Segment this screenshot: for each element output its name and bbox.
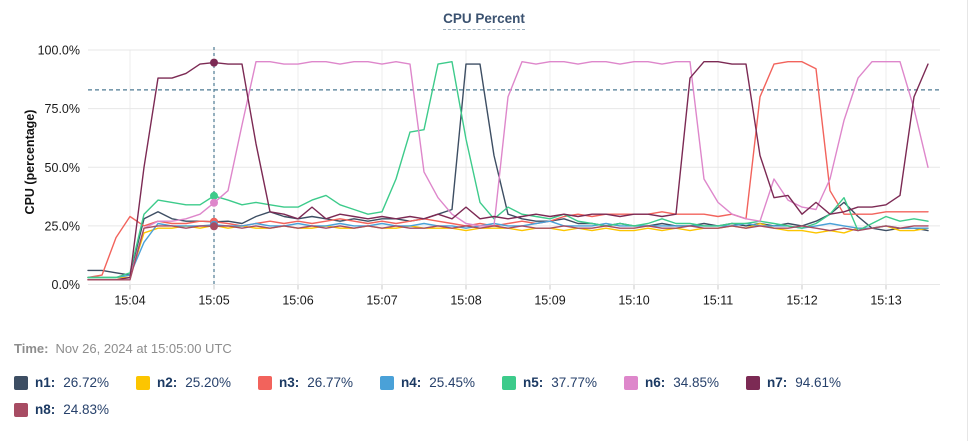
legend-item-n2[interactable]: n2: 25.20% — [136, 369, 258, 396]
series-line-n3 — [87, 61, 929, 279]
x-tick-label: 15:08 — [450, 294, 481, 308]
series-line-n7 — [87, 61, 929, 281]
panel-title[interactable]: CPU Percent — [443, 11, 525, 30]
x-tick-label: 15:07 — [366, 294, 397, 308]
x-tick-label: 15:06 — [282, 294, 313, 308]
crosshair-dot-n5 — [210, 191, 218, 200]
series-line-n8 — [87, 225, 929, 281]
legend-label: n1: — [35, 375, 56, 390]
series-line-n1 — [87, 63, 929, 276]
x-tick-label: 15:12 — [786, 294, 817, 308]
x-tick-label: 15:10 — [618, 294, 649, 308]
legend-label: n5: — [523, 375, 544, 390]
x-tick-label: 15:04 — [114, 294, 145, 308]
x-tick-label: 15:05 — [198, 294, 229, 308]
y-axis-title: CPU (percentage) — [23, 109, 37, 215]
legend-item-n1[interactable]: n1: 26.72% — [14, 369, 136, 396]
time-label: Time: — [14, 341, 49, 356]
legend-swatch-n7 — [746, 375, 760, 390]
legend-item-n6[interactable]: n6: 34.85% — [624, 369, 746, 396]
legend-item-n5[interactable]: n5: 37.77% — [502, 369, 624, 396]
y-tick-label: 50.0% — [45, 161, 80, 175]
legend-value: 26.72% — [63, 375, 110, 390]
legend-label: n7: — [767, 375, 788, 390]
legend-swatch-n3 — [258, 375, 272, 390]
legend-value: 26.77% — [307, 375, 354, 390]
legend-item-n7[interactable]: n7: 94.61% — [746, 369, 868, 396]
legend-label: n3: — [279, 375, 300, 390]
legend-label: n6: — [645, 375, 666, 390]
legend-value: 25.45% — [429, 375, 476, 390]
series-line-n5 — [87, 61, 929, 279]
legend-label: n4: — [401, 375, 422, 390]
x-tick-label: 15:11 — [703, 294, 733, 308]
legend-swatch-n4 — [380, 375, 394, 390]
legend-value: 37.77% — [551, 375, 598, 390]
crosshair-dot-n7 — [210, 58, 218, 67]
series-legend: n1: 26.72% n2: 25.20% n3: 26.77% n4: 25.45% n5: 3… — [14, 369, 954, 423]
crosshair-dot-n6 — [210, 198, 218, 207]
legend-label: n2: — [157, 375, 178, 390]
panel-header: CPU Percent — [0, 10, 968, 30]
series-line-n6 — [87, 61, 929, 281]
y-tick-label: 25.0% — [45, 219, 80, 233]
crosshair-dot-n8 — [210, 222, 218, 231]
legend-value: 25.20% — [185, 375, 232, 390]
legend-swatch-n1 — [14, 375, 28, 390]
legend-swatch-n8 — [14, 402, 28, 417]
y-tick-label: 0.0% — [52, 278, 81, 292]
legend-item-n8[interactable]: n8: 24.83% — [14, 396, 136, 423]
y-tick-label: 75.0% — [45, 102, 80, 116]
time-value: Nov 26, 2024 at 15:05:00 UTC — [55, 341, 232, 356]
legend-item-n3[interactable]: n3: 26.77% — [258, 369, 380, 396]
legend-value: 24.83% — [63, 402, 110, 417]
legend-swatch-n6 — [624, 375, 638, 390]
legend-value: 94.61% — [795, 375, 842, 390]
legend-swatch-n5 — [502, 375, 516, 390]
legend-item-n4[interactable]: n4: 25.45% — [380, 369, 502, 396]
x-tick-label: 15:09 — [534, 294, 565, 308]
x-tick-label: 15:13 — [870, 294, 901, 308]
cpu-chart-plot[interactable]: 15:04 15:05 15:06 15:07 15:08 15:09 15:10 15:11… — [0, 0, 968, 322]
legend-label: n8: — [35, 402, 56, 417]
legend-swatch-n2 — [136, 375, 150, 390]
crosshair-time-row: Time: Nov 26, 2024 at 15:05:00 UTC — [14, 341, 232, 356]
legend-value: 34.85% — [673, 375, 720, 390]
y-tick-label: 100.0% — [38, 44, 80, 58]
